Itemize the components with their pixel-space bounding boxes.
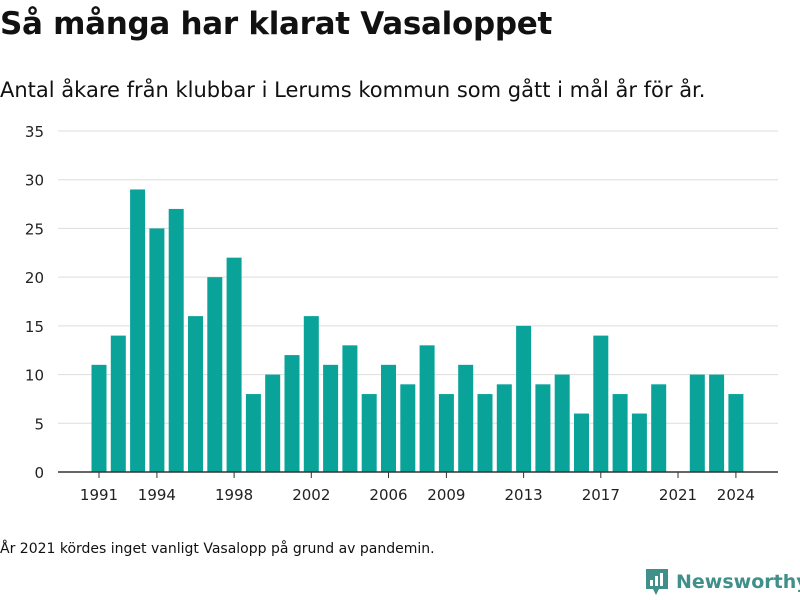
bar-1998 [226, 257, 242, 472]
bar-2011 [477, 394, 493, 472]
y-tick-label: 30 [25, 172, 44, 190]
newsworthy-logo-icon [646, 569, 668, 595]
bars [91, 189, 744, 472]
bar-2000 [265, 374, 281, 472]
bar-2024 [728, 394, 744, 472]
bar-2017 [593, 335, 609, 472]
bar-1997 [207, 277, 223, 472]
bar-2010 [458, 364, 474, 472]
x-tick-label: 2009 [427, 486, 465, 504]
brand-name: Newsworthy [676, 571, 800, 593]
bar-2020 [651, 384, 667, 472]
bar-2009 [438, 394, 454, 472]
bar-2006 [381, 364, 396, 472]
y-tick-label: 0 [34, 464, 44, 482]
bar-2016 [574, 413, 589, 472]
x-tick-labels: 1991 1994 1998 2002 2006 2009 2013 2017 2021 2024 [80, 472, 755, 504]
bar-1995 [168, 208, 184, 472]
x-tick-label: 2021 [659, 486, 697, 504]
x-tick-label: 2013 [505, 486, 543, 504]
bar-1999 [245, 394, 261, 472]
x-tick-label: 2002 [292, 486, 330, 504]
bar-2002 [303, 316, 319, 472]
bar-1994 [149, 228, 165, 472]
x-tick-label: 1994 [138, 486, 176, 504]
chart-subtitle: Antal åkare från klubbar i Lerums kommun… [0, 78, 706, 102]
bar-2004 [342, 345, 358, 472]
grid-lines [58, 130, 778, 424]
y-tick-labels: 0 5 10 15 20 25 30 35 [25, 123, 44, 482]
bar-2001 [284, 355, 300, 472]
y-tick-label: 20 [25, 269, 44, 287]
bar-2022 [689, 374, 705, 472]
y-tick-label: 35 [25, 123, 44, 141]
bar-chart: 0 5 10 15 20 25 30 35 1991 1994 1998 2002 2006 2009 2… [25, 123, 778, 504]
bar-2015 [554, 374, 570, 472]
bar-1991 [91, 364, 107, 472]
bar-2012 [496, 384, 512, 472]
y-tick-label: 15 [25, 318, 44, 336]
y-tick-label: 5 [34, 415, 44, 433]
x-tick-label: 2006 [369, 486, 407, 504]
bar-2019 [631, 413, 647, 472]
footnote: År 2021 kördes inget vanligt Vasalopp på… [0, 541, 435, 557]
x-tick-label: 2017 [582, 486, 620, 504]
bar-1996 [188, 316, 203, 472]
bar-2023 [709, 374, 725, 472]
bar-2013 [516, 325, 532, 472]
x-tick-label: 1991 [80, 486, 118, 504]
x-tick-label: 1998 [215, 486, 253, 504]
x-tick-label: 2024 [717, 486, 755, 504]
bar-2014 [535, 384, 551, 472]
bar-1993 [130, 189, 146, 472]
y-tick-label: 10 [25, 367, 44, 385]
bar-1992 [110, 335, 126, 472]
brand-logo: Newsworthy [644, 567, 800, 597]
bar-2018 [612, 394, 628, 472]
y-tick-label: 25 [25, 220, 44, 238]
bar-2007 [400, 384, 416, 472]
bar-2008 [419, 345, 435, 472]
bar-2005 [361, 394, 377, 472]
chart-title: Så många har klarat Vasaloppet [0, 6, 553, 42]
bar-2003 [323, 364, 339, 472]
